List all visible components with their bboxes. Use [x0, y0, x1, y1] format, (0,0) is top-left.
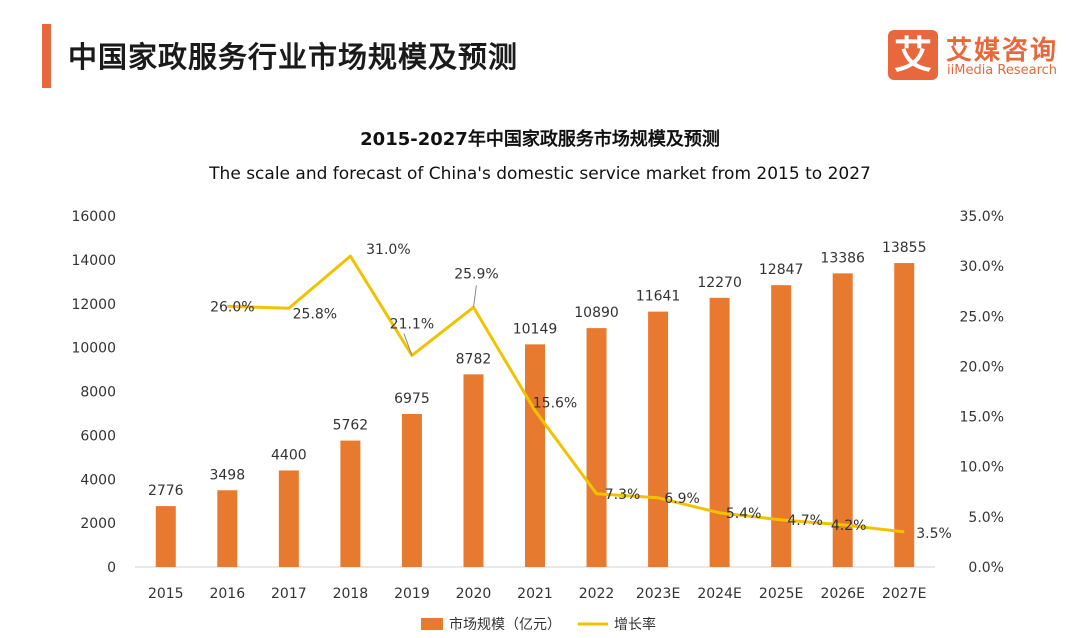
- x-tick-label: 2016: [209, 586, 245, 602]
- bar-value-label: 8782: [456, 351, 492, 367]
- bar-value-label: 4400: [271, 447, 307, 463]
- bar-data-labels: 2776 3498 4400 5762 6975 8782 10149 10890 11641 1…: [148, 240, 927, 499]
- bar-value-label: 10149: [513, 321, 558, 337]
- legend-bar-label: 市场规模（亿元）: [449, 616, 561, 633]
- bar-value-label: 12270: [697, 275, 742, 291]
- right-tick-label: 0.0%: [968, 560, 1004, 576]
- logo-mark: 艾: [888, 30, 938, 80]
- bar: [709, 297, 730, 567]
- bar-value-label: 6975: [394, 391, 430, 407]
- x-tick-label: 2021: [517, 586, 553, 602]
- left-tick-label: 6000: [80, 428, 116, 444]
- bar: [525, 344, 545, 567]
- bar: [463, 374, 484, 567]
- left-tick-label: 0: [107, 560, 116, 576]
- left-tick-label: 4000: [80, 472, 116, 488]
- logo-name-cn: 艾媒咨询: [946, 36, 1059, 66]
- right-tick-label: 10.0%: [960, 460, 1004, 476]
- growth-value-label: 31.0%: [366, 242, 410, 258]
- growth-line-series: [227, 254, 905, 534]
- growth-value-label: 7.3%: [605, 487, 641, 503]
- left-axis: 0 2000 4000 6000 8000 10000 12000 14000 16000: [71, 209, 116, 576]
- x-tick-label: 2025E: [759, 586, 803, 602]
- bar-value-label: 3498: [209, 467, 245, 483]
- label-leader-line: [403, 333, 413, 356]
- bar-series: [155, 263, 915, 567]
- bar: [771, 285, 792, 567]
- left-tick-label: 10000: [71, 341, 116, 357]
- left-tick-label: 8000: [80, 385, 116, 401]
- chart-subtitle: The scale and forecast of China's domest…: [208, 164, 871, 184]
- x-tick-label: 2020: [456, 586, 492, 602]
- growth-value-label: 26.0%: [210, 299, 254, 315]
- bar: [586, 328, 607, 567]
- bar-value-label: 10890: [574, 305, 619, 321]
- left-tick-label: 2000: [80, 516, 116, 532]
- bar: [155, 506, 176, 567]
- growth-line: [227, 254, 905, 534]
- page-title: 中国家政服务行业市场规模及预测: [68, 40, 519, 74]
- legend-bar-swatch: [421, 618, 443, 630]
- right-tick-label: 30.0%: [960, 259, 1004, 275]
- bar-value-label: 13386: [820, 250, 865, 266]
- iimedia-logo: 艾 艾媒咨询 iiMedia Research: [888, 28, 1068, 84]
- bar-value-label: 12847: [759, 262, 804, 278]
- bar: [401, 413, 422, 567]
- right-tick-label: 20.0%: [960, 359, 1004, 375]
- legend: 市场规模（亿元） 增长率: [421, 616, 656, 633]
- legend-line-label: 增长率: [614, 616, 656, 633]
- x-tick-label: 2015: [148, 586, 184, 602]
- growth-data-labels: 26.0% 25.8% 31.0% 21.1% 25.9% 15.6% 7.3% 6.9% 5.…: [210, 242, 952, 542]
- left-tick-label: 16000: [71, 209, 116, 225]
- x-tick-label: 2024E: [697, 586, 741, 602]
- bar: [340, 440, 361, 567]
- bar: [832, 273, 853, 567]
- right-tick-label: 15.0%: [960, 410, 1004, 426]
- x-tick-label: 2018: [333, 586, 369, 602]
- bar-value-label: 5762: [333, 418, 369, 434]
- bar-value-label: 2776: [148, 483, 184, 499]
- bar-value-label: 13855: [882, 240, 927, 256]
- x-tick-label: 2017: [271, 586, 307, 602]
- growth-value-label: 15.6%: [533, 396, 577, 412]
- right-tick-label: 25.0%: [960, 309, 1004, 325]
- x-tick-label: 2026E: [820, 586, 864, 602]
- left-tick-label: 14000: [71, 253, 116, 269]
- bar: [648, 311, 669, 567]
- bar: [217, 490, 238, 567]
- bar: [278, 470, 299, 567]
- growth-value-label: 5.4%: [726, 506, 762, 522]
- title-accent-bar: [42, 24, 51, 88]
- growth-value-label: 4.7%: [787, 513, 823, 529]
- bar: [894, 263, 915, 567]
- logo-name-en: iiMedia Research: [947, 63, 1058, 78]
- x-tick-label: 2023E: [636, 586, 680, 602]
- growth-value-label: 6.9%: [664, 491, 700, 507]
- right-tick-label: 35.0%: [960, 209, 1004, 225]
- label-leader-line: [472, 285, 477, 308]
- bar-value-label: 11641: [636, 289, 681, 305]
- x-tick-label: 2027E: [882, 586, 926, 602]
- growth-value-label: 25.8%: [293, 306, 337, 322]
- growth-value-label: 4.2%: [831, 518, 867, 534]
- growth-value-label: 3.5%: [916, 526, 952, 542]
- growth-value-label: 25.9%: [454, 266, 498, 282]
- growth-value-label: 21.1%: [390, 316, 434, 332]
- right-axis: 0.0% 5.0% 10.0% 15.0% 20.0% 25.0% 30.0% 35.0%: [960, 209, 1004, 576]
- x-tick-label: 2022: [579, 586, 615, 602]
- x-tick-label: 2019: [394, 586, 430, 602]
- right-tick-label: 5.0%: [968, 510, 1004, 526]
- chart-title: 2015-2027年中国家政服务市场规模及预测: [360, 128, 720, 150]
- left-tick-label: 12000: [71, 297, 116, 313]
- x-axis-labels: 2015 2016 2017 2018 2019 2020 2021 2022 2023E 202…: [148, 586, 927, 602]
